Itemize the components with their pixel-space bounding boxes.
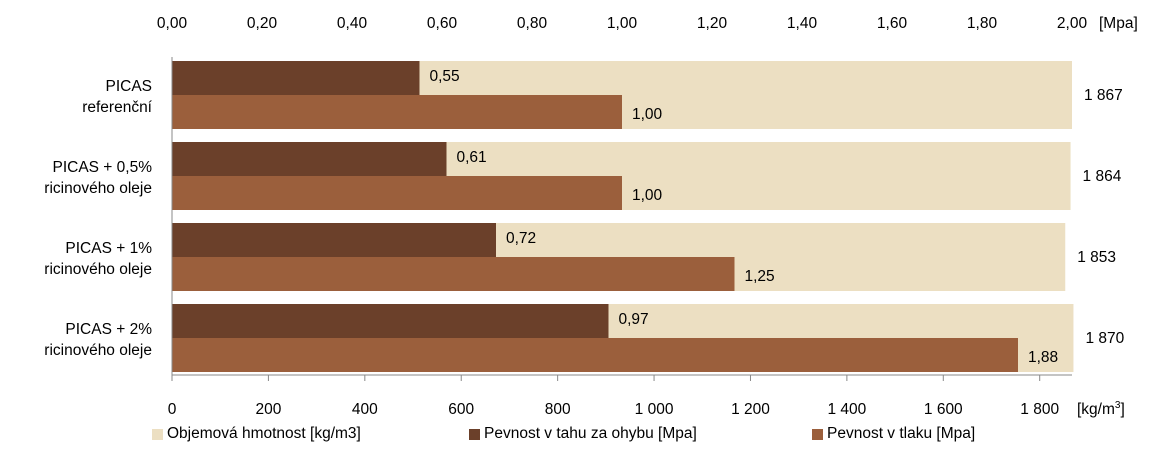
top-axis-tick-label: 1,80 [967,15,998,32]
bottom-axis-tick-label: 200 [255,401,281,418]
tension-value-label: 0,55 [430,68,460,85]
tension-value-label: 0,97 [619,311,649,328]
top-axis: 0,00 0,20 0,40 0,60 0,80 1,00 1,20 1,40 1,60 1,80… [157,15,1138,32]
plot-area: 0,55 0,61 0,72 0,97 1,00 1,00 1,25 1,88 1 867 1 8… [172,61,1125,372]
bottom-axis-tick-label: 1 200 [731,401,770,418]
bottom-axis-tick-label: 1 000 [635,401,674,418]
compression-bar [172,95,622,129]
tension-value-label: 0,61 [457,149,487,166]
tension-bar [172,304,609,338]
data-labels: 0,55 0,61 0,72 0,97 1,00 1,00 1,25 1,88 1 867 1 8… [430,68,1125,366]
top-axis-tick-label: 0,60 [427,15,458,32]
top-axis-tick-label: 1,60 [877,15,908,32]
bottom-axis-ticks: 0 200 400 600 800 1 000 1 200 1 400 1 600 1 800 [168,375,1059,418]
category-labels: PICAS referenční PICAS + 0,5% ricinového ol… [44,78,152,359]
bottom-axis-tick-label: 1 800 [1020,401,1059,418]
bottom-axis-unit: [kg/m3] [1077,400,1125,418]
legend-swatch-compression [812,428,823,440]
top-axis-tick-label: 0,40 [337,15,368,32]
legend-item-density: Objemová hmotnost [kg/m3] [152,425,361,443]
top-axis-tick-label: 1,40 [787,15,818,32]
compression-bar [172,257,735,291]
compression-bars [172,95,1018,372]
legend: Objemová hmotnost [kg/m3] Pevnost v tahu… [0,425,1161,453]
legend-swatch-tension [469,428,480,440]
compression-bar [172,176,622,210]
legend-label-density: Objemová hmotnost [kg/m3] [167,425,361,442]
bottom-axis: 0 200 400 600 800 1 000 1 200 1 400 1 600 1 800 [… [168,374,1125,418]
category-label-line: ricinového oleje [44,180,152,197]
category-label: PICAS referenční [82,78,152,116]
top-axis-unit: [Mpa] [1099,15,1138,32]
legend-item-compression: Pevnost v tlaku [Mpa] [812,425,975,443]
category-label: PICAS + 2% ricinového oleje [44,321,152,359]
density-value-label: 1 853 [1077,249,1116,266]
top-axis-tick-label: 1,20 [697,15,728,32]
density-value-label: 1 867 [1084,87,1123,104]
bottom-axis-tick-label: 1 600 [924,401,963,418]
compression-bar [172,338,1018,372]
category-label-line: PICAS [105,78,152,95]
top-axis-ticks: 0,00 0,20 0,40 0,60 0,80 1,00 1,20 1,40 1,60 1,80… [157,15,1088,32]
bottom-axis-tick-label: 0 [168,401,177,418]
compression-value-label: 1,00 [632,106,663,123]
top-axis-tick-label: 0,00 [157,15,188,32]
tension-value-label: 0,72 [506,230,536,247]
category-label-line: ricinového oleje [44,342,152,359]
tension-bar [172,223,496,257]
bottom-axis-tick-label: 1 400 [827,401,866,418]
category-label: PICAS + 0,5% ricinového oleje [44,159,152,197]
legend-item-tension: Pevnost v tahu za ohybu [Mpa] [469,425,697,443]
category-label-line: PICAS + 2% [65,321,152,338]
compression-value-label: 1,88 [1028,349,1058,366]
top-axis-tick-label: 1,00 [607,15,638,32]
legend-label-tension: Pevnost v tahu za ohybu [Mpa] [484,425,697,442]
bottom-axis-tick-label: 400 [352,401,378,418]
density-value-label: 1 864 [1083,168,1122,185]
bottom-axis-tick-label: 600 [448,401,474,418]
legend-label-compression: Pevnost v tlaku [Mpa] [827,425,976,442]
tension-bars [172,61,609,338]
top-axis-tick-label: 0,20 [247,15,278,32]
tension-bar [172,61,420,95]
category-label-line: ricinového oleje [44,261,152,278]
density-value-label: 1 870 [1085,330,1124,347]
compression-value-label: 1,00 [632,187,663,204]
category-label-line: PICAS + 1% [65,240,152,257]
top-axis-tick-label: 2,00 [1057,15,1088,32]
category-label: PICAS + 1% ricinového oleje [44,240,152,278]
tension-bar [172,142,447,176]
category-label-line: referenční [82,99,152,116]
category-axis: PICAS referenční PICAS + 0,5% ricinového ol… [44,57,173,375]
top-axis-tick-label: 0,80 [517,15,548,32]
compression-value-label: 1,25 [745,268,775,285]
category-label-line: PICAS + 0,5% [52,159,152,176]
legend-swatch-density [152,428,163,440]
bottom-axis-tick-label: 800 [545,401,571,418]
